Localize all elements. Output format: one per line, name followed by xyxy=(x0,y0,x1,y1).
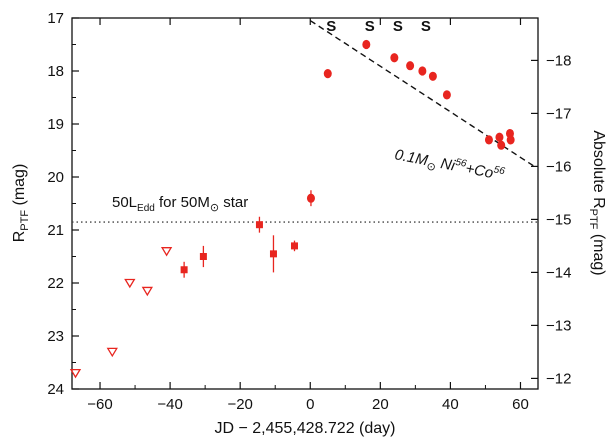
x-tick-label: −20 xyxy=(227,396,252,413)
spectrum-marker: S xyxy=(365,18,375,35)
upper-limit-triangle xyxy=(124,278,136,289)
y-tick-label-left: 18 xyxy=(47,63,64,80)
upper-limit-triangle xyxy=(160,247,173,257)
x-axis-title: JD − 2,455,428.722 (day) xyxy=(214,420,395,437)
spectrum-marker: S xyxy=(326,18,336,35)
square-point xyxy=(269,250,277,258)
y-tick-label-right: −17 xyxy=(546,105,571,122)
y-axis-right: −18 −17 −16 −15 −14 −13 −12 xyxy=(531,52,571,387)
y-tick-label-left: 17 xyxy=(47,10,64,27)
y-tick-label-left: 23 xyxy=(47,328,64,345)
x-tick-label: 40 xyxy=(442,396,459,413)
y-tick-label-right: −12 xyxy=(546,370,571,387)
circle-point xyxy=(428,71,437,81)
x-tick-label: −40 xyxy=(157,396,182,413)
y-tick-label-right: −18 xyxy=(546,52,571,69)
eddington-label: 50LEdd for 50M⊙ star xyxy=(112,194,248,214)
x-tick-label: 60 xyxy=(512,396,529,413)
y-axis-right-title: Absolute RPTF (mag) xyxy=(587,130,607,275)
circle-point xyxy=(406,61,415,71)
y-tick-label-right: −16 xyxy=(546,158,571,175)
y-tick-label-right: −14 xyxy=(546,264,571,281)
y-axis-left-title: RPTF (mag) xyxy=(11,164,31,243)
y-tick-label-left: 21 xyxy=(47,222,64,239)
upper-limit-triangle xyxy=(106,347,118,358)
spectrum-marker: S xyxy=(421,18,431,35)
square-point xyxy=(290,242,298,250)
square-point xyxy=(199,253,207,260)
circle-point xyxy=(506,135,515,145)
square-point xyxy=(255,221,263,229)
upper-limit-triangle xyxy=(141,286,153,297)
circle-point xyxy=(306,193,315,203)
x-tick-label: −60 xyxy=(87,396,112,413)
circle-point xyxy=(390,53,399,63)
y-tick-label-right: −15 xyxy=(546,211,571,228)
model-decay-curve xyxy=(309,20,535,168)
circle-point xyxy=(362,39,371,50)
spectrum-marker: S xyxy=(393,18,403,35)
circle-point xyxy=(484,135,493,145)
y-tick-label-left: 24 xyxy=(47,381,64,398)
x-axis: −60 −40 −20 0 20 40 60 xyxy=(87,18,529,413)
data-points xyxy=(69,39,515,379)
circle-point xyxy=(323,69,332,79)
circle-point xyxy=(442,90,451,100)
y-tick-label-left: 19 xyxy=(47,116,64,133)
x-tick-label: 0 xyxy=(306,396,314,413)
model-curve-label: 0.1M⊙ Ni56+Co56 xyxy=(393,145,507,187)
upper-limit-triangle xyxy=(69,368,82,379)
y-tick-label-right: −13 xyxy=(546,317,571,334)
square-point xyxy=(180,266,188,274)
circle-point xyxy=(418,66,427,76)
y-tick-label-left: 20 xyxy=(47,169,64,186)
x-tick-label: 20 xyxy=(372,396,389,413)
y-tick-label-left: 22 xyxy=(47,275,64,292)
y-axis-left: 17 18 19 20 21 22 23 24 xyxy=(47,10,79,398)
circle-point xyxy=(497,140,506,150)
circle-point xyxy=(495,132,504,142)
